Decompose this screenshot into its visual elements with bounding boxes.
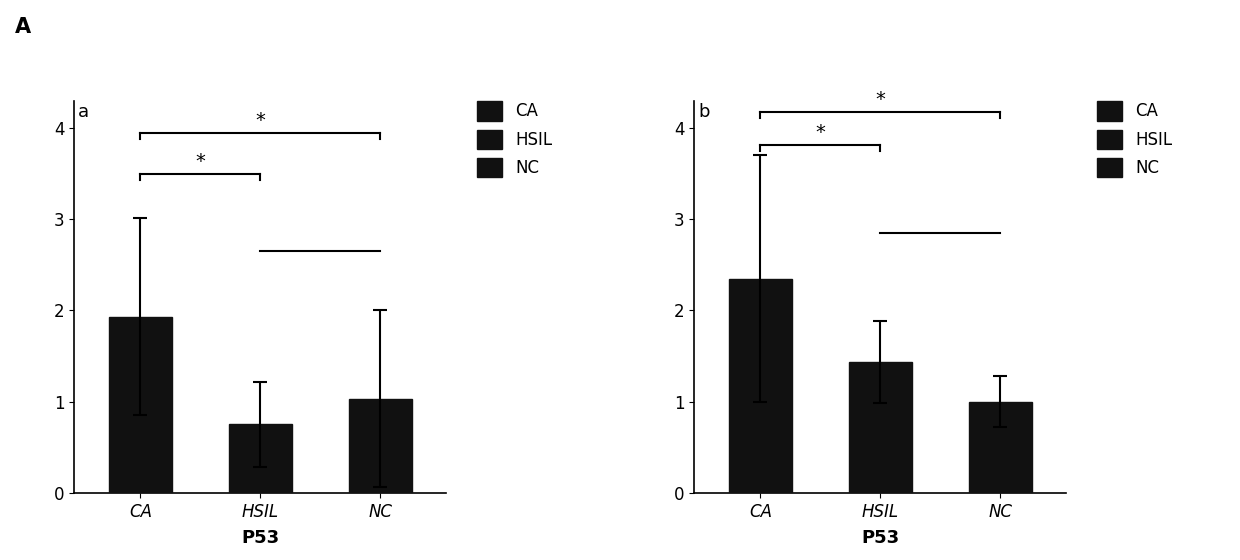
Legend: CA, HSIL, NC: CA, HSIL, NC [1097, 101, 1173, 178]
Text: *: * [255, 111, 265, 130]
Legend: CA, HSIL, NC: CA, HSIL, NC [477, 101, 553, 178]
Bar [350, 399, 412, 493]
Text: A: A [15, 17, 31, 37]
Bar [109, 317, 171, 493]
Bar [970, 402, 1032, 493]
Text: b: b [698, 103, 709, 121]
X-axis label: P53: P53 [242, 529, 279, 547]
Bar [229, 424, 291, 493]
Text: *: * [816, 123, 826, 142]
X-axis label: P53: P53 [862, 529, 899, 547]
Bar [729, 278, 791, 493]
Text: *: * [196, 152, 206, 171]
Text: a: a [78, 103, 89, 121]
Bar [849, 362, 911, 493]
Text: *: * [875, 90, 885, 109]
